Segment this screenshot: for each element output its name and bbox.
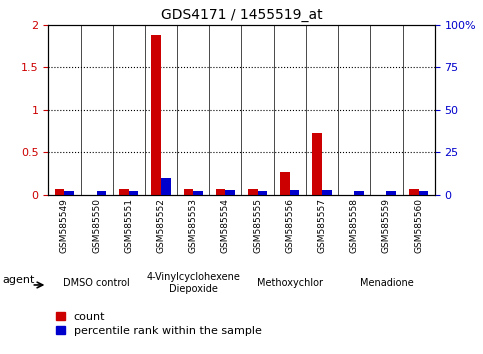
Text: 4-Vinylcyclohexene
Diepoxide: 4-Vinylcyclohexene Diepoxide xyxy=(146,272,240,294)
Bar xyxy=(64,191,74,195)
Bar xyxy=(322,190,332,195)
Title: GDS4171 / 1455519_at: GDS4171 / 1455519_at xyxy=(161,8,322,22)
Text: GSM585558: GSM585558 xyxy=(350,198,359,253)
Text: GSM585550: GSM585550 xyxy=(92,198,101,253)
Legend: count, percentile rank within the sample: count, percentile rank within the sample xyxy=(54,310,264,338)
Bar xyxy=(354,191,364,195)
Bar xyxy=(97,191,106,195)
Bar xyxy=(248,189,257,195)
Text: Methoxychlor: Methoxychlor xyxy=(257,278,323,288)
Text: GSM585557: GSM585557 xyxy=(317,198,327,253)
Text: GSM585552: GSM585552 xyxy=(156,198,166,253)
Text: GSM585559: GSM585559 xyxy=(382,198,391,253)
Text: Menadione: Menadione xyxy=(359,278,413,288)
Text: GSM585560: GSM585560 xyxy=(414,198,423,253)
Text: GSM585549: GSM585549 xyxy=(60,198,69,253)
Text: GSM585555: GSM585555 xyxy=(253,198,262,253)
Text: DMSO control: DMSO control xyxy=(63,278,130,288)
Bar xyxy=(313,133,322,195)
Bar xyxy=(55,189,64,195)
Bar xyxy=(226,190,235,195)
Text: GSM585554: GSM585554 xyxy=(221,198,230,253)
Bar xyxy=(216,189,226,195)
Bar xyxy=(161,178,170,195)
Text: GSM585551: GSM585551 xyxy=(124,198,133,253)
Bar xyxy=(290,190,299,195)
Bar xyxy=(129,191,139,195)
Bar xyxy=(419,191,428,195)
Bar xyxy=(193,191,203,195)
Bar xyxy=(119,189,129,195)
Bar xyxy=(257,191,267,195)
Bar xyxy=(386,191,396,195)
Text: GSM585553: GSM585553 xyxy=(189,198,198,253)
Bar xyxy=(151,35,161,195)
Text: GSM585556: GSM585556 xyxy=(285,198,294,253)
Text: agent: agent xyxy=(2,275,35,285)
Bar xyxy=(184,189,193,195)
Bar xyxy=(409,189,419,195)
Bar xyxy=(280,172,290,195)
